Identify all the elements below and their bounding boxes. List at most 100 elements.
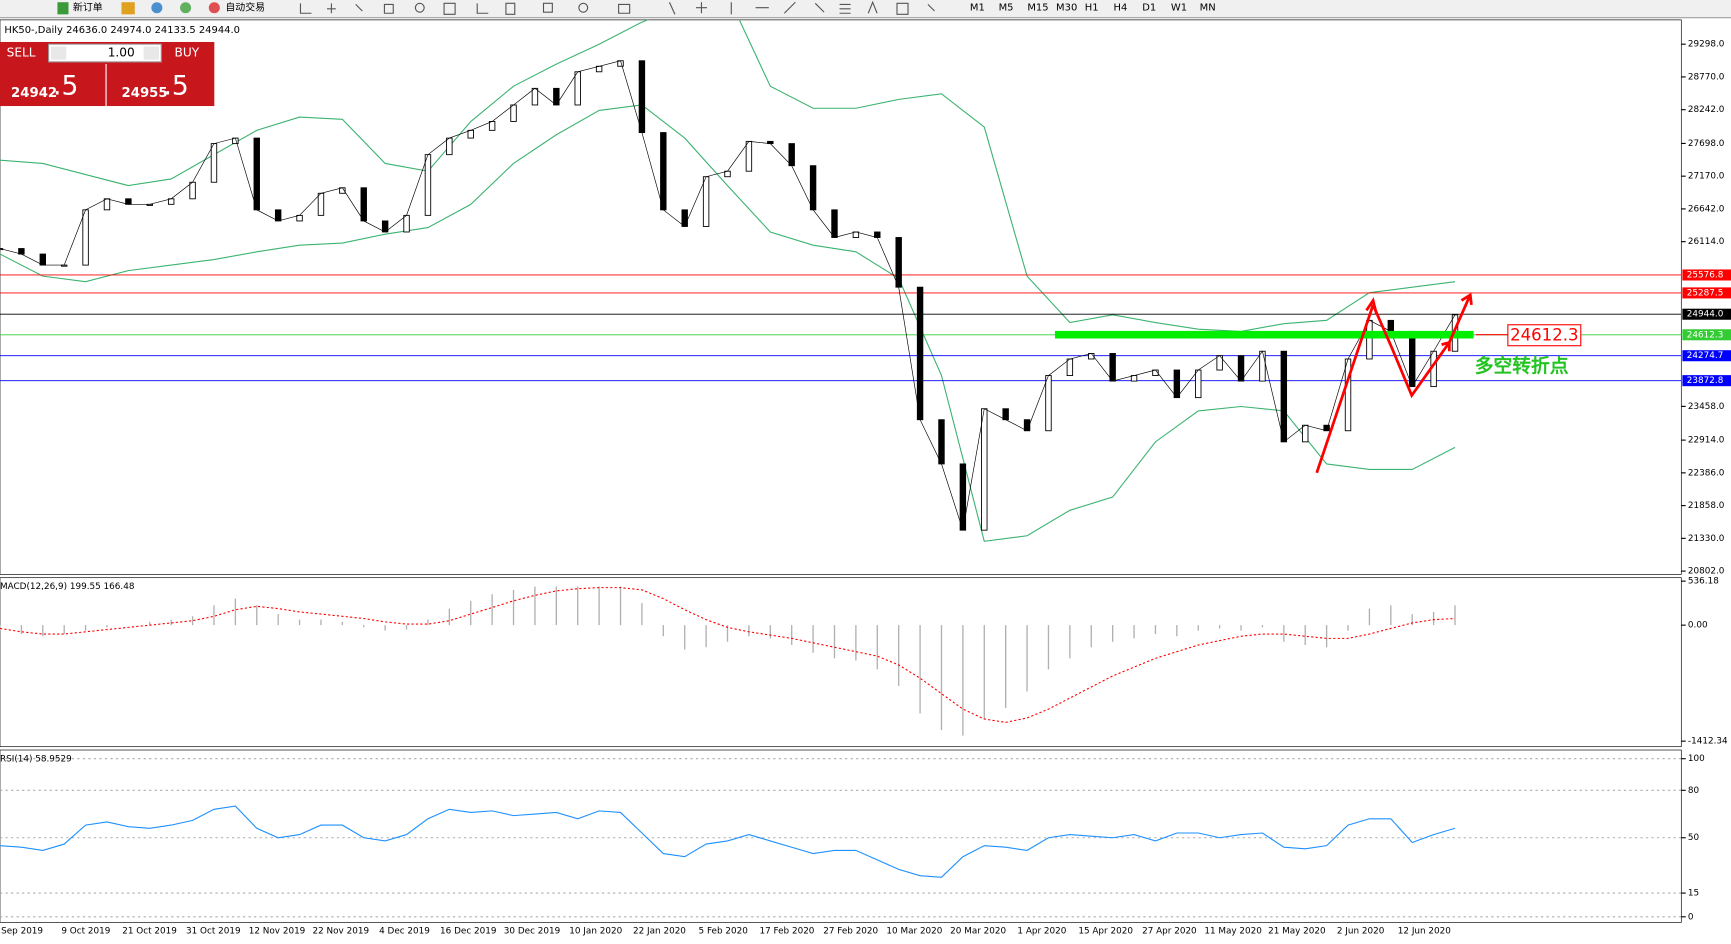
lot-input[interactable] <box>48 43 162 63</box>
y-tick-label: 21858.0 <box>1688 501 1725 511</box>
period-button[interactable]: M5 <box>999 3 1014 14</box>
y-tick-label: 15 <box>1688 889 1699 899</box>
y-tick-label: 28770.0 <box>1688 72 1725 82</box>
tool-icon[interactable] <box>180 2 192 14</box>
main-panel <box>0 19 1682 575</box>
candle <box>424 154 432 216</box>
bid-fraction[interactable]: .5 <box>53 71 78 102</box>
y-tick-label: 536.18 <box>1688 577 1719 587</box>
candle <box>702 176 710 227</box>
level-tag <box>1682 269 1731 281</box>
candle <box>531 87 539 106</box>
lot-value[interactable]: 1.00 <box>108 46 135 60</box>
candle <box>981 408 988 531</box>
rsi-line <box>0 805 1456 878</box>
candle <box>1066 358 1074 376</box>
period-buttons: M1 M5 M15 M30 H1 H4 D1 W1 MN <box>970 3 1216 14</box>
ask-price[interactable]: 24955 <box>122 86 168 101</box>
y-tick-label: -1412.34 <box>1688 737 1728 747</box>
sell-button[interactable]: SELL <box>7 46 36 60</box>
candle <box>895 237 902 288</box>
bollinger-upper <box>0 19 1456 332</box>
y-tick-label: 0 <box>1688 912 1694 922</box>
period-button[interactable]: M15 <box>1027 3 1048 14</box>
candle <box>1259 350 1266 382</box>
auto-trade-icon[interactable] <box>208 2 220 14</box>
tool-icon[interactable] <box>151 2 163 14</box>
x-tick-label: 4 Dec 2019 <box>379 927 430 937</box>
close-line <box>0 60 1456 531</box>
level-label: 24944.0 <box>1687 310 1724 320</box>
candle <box>745 140 753 172</box>
rsi-title: RSI(14) 58.9529 <box>0 754 72 764</box>
period-button[interactable]: M30 <box>1056 3 1077 14</box>
trade-panel: SELL 1.00 BUY 24942 .5 24955 .5 <box>0 41 215 107</box>
y-tick-label: 27698.0 <box>1688 139 1725 149</box>
x-tick-label: 12 Jun 2020 <box>1398 927 1451 937</box>
period-button[interactable]: H4 <box>1113 3 1127 14</box>
rsi-plot <box>0 758 1682 918</box>
candle <box>510 104 517 122</box>
x-tick-label: 16 Dec 2019 <box>440 927 496 937</box>
auto-trade-button[interactable]: 自动交易 <box>225 1 265 14</box>
x-tick-label: 5 Feb 2020 <box>699 927 749 937</box>
y-tick-label: 20802.0 <box>1688 567 1725 577</box>
macd-plot <box>0 586 1456 736</box>
y-tick-label: 28242.0 <box>1688 105 1725 115</box>
y-tick-label: 27170.0 <box>1688 172 1725 182</box>
rsi-panel <box>0 749 1682 923</box>
period-button[interactable]: W1 <box>1171 3 1187 14</box>
y-tick-label: 23458.0 <box>1688 402 1725 412</box>
candle <box>681 209 688 227</box>
period-button[interactable]: D1 <box>1142 3 1156 14</box>
level-label: 24274.7 <box>1687 351 1724 361</box>
candle <box>1195 369 1202 399</box>
candle <box>1237 355 1245 382</box>
candle <box>403 214 410 233</box>
candle <box>831 209 838 238</box>
candle <box>938 419 945 465</box>
bid-price[interactable]: 24942 <box>11 86 57 101</box>
ask-fraction[interactable]: .5 <box>163 71 188 102</box>
new-order-icon[interactable] <box>57 2 69 15</box>
x-tick-label: 20 Mar 2020 <box>950 927 1006 937</box>
x-tick-label: 2 Jun 2020 <box>1337 927 1385 937</box>
lot-down[interactable] <box>50 46 67 60</box>
candle <box>189 181 196 200</box>
period-button[interactable]: M1 <box>970 3 985 14</box>
x-tick-label: 30 Dec 2019 <box>504 927 560 937</box>
tool-icon[interactable] <box>121 2 135 15</box>
candle <box>1045 375 1052 432</box>
candle <box>253 137 260 211</box>
x-tick-label: 27 Apr 2020 <box>1142 927 1197 937</box>
lot-up[interactable] <box>143 46 160 60</box>
level-label: 25287.5 <box>1687 288 1724 298</box>
trend-arrows <box>1315 292 1473 474</box>
x-tick-label: 22 Nov 2019 <box>313 927 370 937</box>
x-tick-label: 10 Mar 2020 <box>886 927 942 937</box>
level-label: 25576.8 <box>1687 270 1724 280</box>
candle <box>788 143 795 167</box>
candle <box>274 209 282 222</box>
toolbar <box>0 0 1731 18</box>
candle <box>103 198 111 211</box>
candle <box>488 121 496 131</box>
axes: 25576.8 25287.5 24944.0 24612.3 24274.7 23872… <box>0 40 1731 937</box>
new-order-button[interactable]: 新订单 <box>73 1 103 14</box>
y-tick-label: 22914.0 <box>1688 436 1725 446</box>
buy-button[interactable]: BUY <box>175 46 200 60</box>
candle <box>39 253 46 266</box>
x-tick-label: 31 Oct 2019 <box>186 927 241 937</box>
y-tick-label: 50 <box>1688 833 1700 843</box>
period-button[interactable]: H1 <box>1085 3 1099 14</box>
candle <box>1280 350 1288 443</box>
period-button[interactable]: MN <box>1200 3 1216 14</box>
x-tick-label: 10 Jan 2020 <box>569 927 622 937</box>
x-tick-label: 11 May 2020 <box>1204 927 1262 937</box>
candle <box>317 192 325 216</box>
candle <box>916 286 924 421</box>
x-tick-label: 15 Apr 2020 <box>1078 927 1133 937</box>
candle <box>1409 330 1416 388</box>
level-tag <box>1682 375 1731 387</box>
